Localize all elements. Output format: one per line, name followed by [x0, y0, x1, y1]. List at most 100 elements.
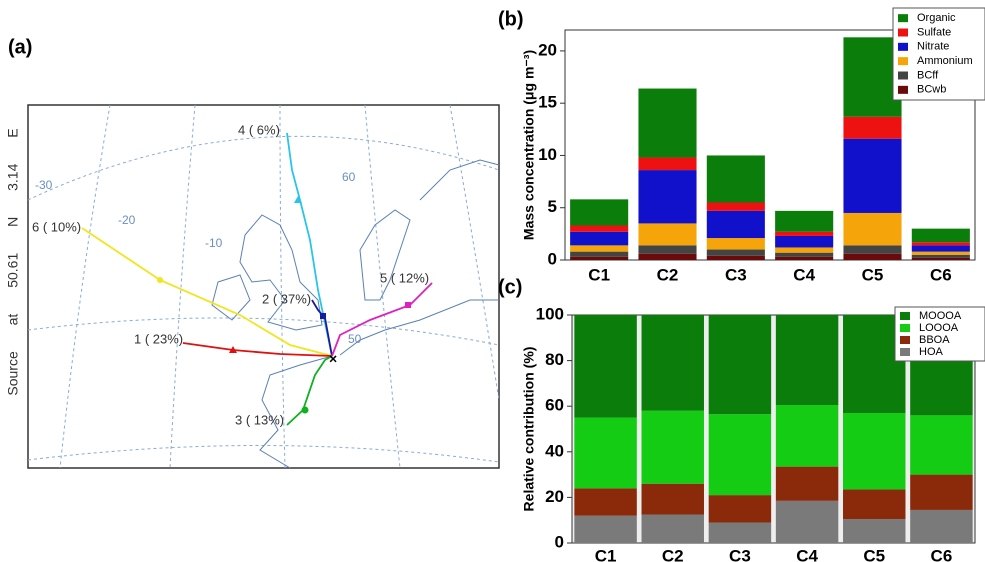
trajectory-markers	[157, 196, 411, 414]
y-tick-label: 60	[545, 396, 564, 415]
bar-segment	[775, 247, 834, 253]
y-tick-label: 20	[538, 40, 557, 59]
bar-segment	[570, 251, 629, 257]
x-tick-label: C1	[595, 546, 617, 562]
legend-swatch	[898, 71, 908, 80]
bar-segment	[911, 242, 970, 246]
bar-segment	[775, 500, 839, 543]
trajectory-label: 5 ( 12%)	[380, 270, 429, 285]
x-tick-label: C4	[793, 265, 815, 284]
bar-segment	[570, 231, 629, 246]
bar-segment	[641, 315, 704, 411]
bar-segment	[775, 466, 839, 501]
trajectory-label: 6 ( 10%)	[32, 219, 81, 234]
bar-segment	[574, 315, 637, 418]
bar-segment	[843, 138, 902, 213]
map-frame	[27, 104, 500, 469]
legend-label: Sulfate	[917, 26, 951, 38]
bar-segment	[775, 252, 834, 257]
bar-segment	[708, 495, 772, 523]
bar-segment	[706, 210, 765, 239]
legend-label: BBOA	[919, 334, 950, 346]
x-tick-label: C3	[729, 546, 751, 562]
bar-segment	[570, 225, 629, 232]
bar-segment	[574, 515, 637, 543]
legend-swatch	[900, 324, 910, 332]
bar-segment	[911, 245, 970, 252]
trajectory	[331, 282, 433, 357]
y-tick-label: 5	[548, 197, 557, 216]
bar-segment	[843, 212, 902, 246]
bar-segment	[843, 245, 902, 254]
bar-segment	[570, 245, 629, 252]
graticule-label: -30	[35, 178, 53, 192]
x-tick-label: C4	[796, 546, 818, 562]
legend-swatch	[898, 85, 908, 94]
legend-label: HOA	[919, 346, 944, 358]
bar-segment	[638, 245, 697, 254]
trajectory-label: 4 ( 6%)	[238, 122, 280, 137]
bar-segment	[708, 315, 772, 415]
bar-segment	[708, 414, 772, 496]
bar-segment	[570, 256, 629, 260]
legend-swatch	[900, 336, 910, 344]
source-marker: ×	[329, 351, 337, 367]
bar-segment	[843, 489, 906, 520]
graticule-lines	[27, 104, 500, 469]
source-label: Source at 50.61 N 3.14 E	[5, 128, 21, 395]
bar-segment	[843, 519, 906, 543]
bar-segment	[706, 155, 765, 203]
x-tick-label: C5	[863, 546, 885, 562]
bar-segment	[708, 522, 772, 543]
bar-segment	[706, 202, 765, 211]
trajectory	[81, 227, 333, 357]
bar-segment	[641, 410, 704, 484]
y-tick-label: 80	[545, 350, 564, 369]
bar-segment	[638, 170, 697, 224]
bar-segment	[843, 37, 902, 117]
trajectory-label: 2 ( 37%)	[262, 291, 311, 306]
bar-segment	[911, 254, 970, 258]
y-tick-label: 0	[548, 249, 557, 268]
graticule-label: 50	[348, 332, 362, 346]
legend-label: MOOOA	[919, 310, 962, 322]
bar-segment	[641, 514, 704, 543]
bar-segment	[641, 483, 704, 515]
map: -30 -20 -10 60 50 × 4 ( 6%) 6 ( 10%) 2 (…	[5, 104, 500, 469]
bar-segment	[911, 251, 970, 255]
legend-swatch	[898, 28, 908, 37]
bar-segment	[910, 509, 973, 543]
trajectory-label: 3 ( 13%)	[235, 412, 284, 427]
y-tick-label: 15	[538, 93, 557, 112]
bar-segment	[775, 235, 834, 248]
graticule-label: -10	[205, 236, 223, 250]
graticule-label: 60	[342, 170, 356, 184]
legend-swatch	[900, 348, 910, 356]
x-tick-label: C6	[931, 546, 953, 562]
y-axis-label: Relative contribution (%)	[521, 347, 537, 512]
bar-segment	[911, 257, 970, 260]
panel-label: (c)	[498, 276, 522, 298]
bar-segment	[775, 405, 839, 467]
legend-label: BCff	[917, 69, 939, 81]
bar-segment	[574, 488, 637, 516]
panel-label: (a)	[8, 36, 32, 58]
y-tick-label: 20	[545, 487, 564, 506]
bar-segment	[638, 223, 697, 246]
bar-segment	[775, 256, 834, 260]
x-tick-label: C1	[588, 265, 610, 284]
y-tick-label: 100	[536, 304, 564, 323]
x-tick-label: C5	[862, 265, 884, 284]
legend-box	[892, 7, 985, 101]
x-tick-label: C2	[662, 546, 684, 562]
x-tick-label: C6	[930, 265, 952, 284]
legend-label: LOOOA	[919, 322, 959, 334]
bar-segment	[638, 157, 697, 171]
bar-segment	[910, 474, 973, 510]
legend-swatch	[898, 14, 908, 23]
bar-segment	[843, 116, 902, 139]
bar-segment	[910, 415, 973, 475]
trajectory	[286, 132, 333, 357]
y-tick-label: 10	[538, 145, 557, 164]
